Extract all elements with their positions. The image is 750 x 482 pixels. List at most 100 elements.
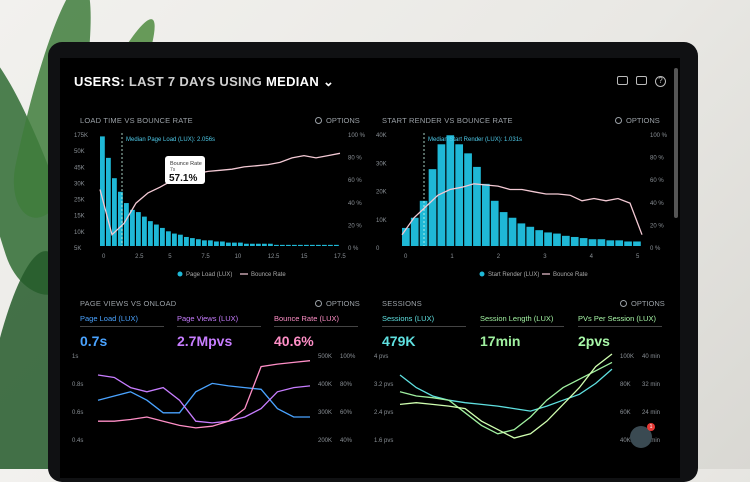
- y2-tick-label: 80 %: [348, 156, 362, 162]
- bar: [615, 240, 624, 246]
- y3-tick-label: 40%: [340, 438, 353, 444]
- y-tick-label: 1s: [72, 354, 78, 360]
- bar: [268, 243, 273, 246]
- x-tick-label: 2: [497, 254, 501, 260]
- y2-tick-label: 300K: [318, 410, 332, 416]
- y-tick-label: 40K: [376, 133, 387, 139]
- y-tick-label: 30K: [376, 161, 387, 167]
- bar: [526, 226, 535, 246]
- bar: [304, 244, 309, 246]
- bar: [172, 233, 177, 246]
- panel-title-sessions: SESSIONS: [382, 299, 422, 308]
- series-line: [98, 360, 311, 429]
- y-tick-label: 0.6s: [72, 410, 83, 416]
- kpi-pvs-per-session: PVs Per Session (LUX) 2pvs: [578, 314, 662, 349]
- bar: [148, 221, 153, 246]
- y2-tick-label: 80 %: [650, 156, 664, 162]
- series-line: [399, 353, 613, 439]
- bar: [100, 136, 105, 246]
- y2-tick-label: 20 %: [650, 223, 664, 229]
- bar: [455, 144, 464, 246]
- x-tick-label: 5: [636, 254, 640, 260]
- bar: [570, 236, 579, 246]
- tooltip-box: [165, 156, 205, 184]
- y2-tick-label: 80K: [620, 382, 631, 388]
- bar: [419, 200, 428, 246]
- bar: [446, 135, 455, 246]
- y2-tick-label: 500K: [318, 354, 332, 360]
- y2-tick-label: 40 %: [650, 201, 664, 207]
- tooltip-value: 57.1%: [169, 173, 197, 184]
- y-tick-label: 5K: [74, 246, 81, 252]
- bar: [292, 244, 297, 246]
- y2-tick-label: 0 %: [650, 246, 661, 252]
- gear-icon: [315, 117, 322, 124]
- y-tick-label: 0.4s: [72, 438, 83, 444]
- bar: [154, 224, 159, 246]
- bar: [310, 244, 315, 246]
- bar: [544, 232, 552, 246]
- scrollbar[interactable]: [674, 68, 678, 218]
- bar: [334, 244, 339, 246]
- chevron-down-icon[interactable]: ⌄: [322, 74, 335, 89]
- kpi-bounce-rate: Bounce Rate (LUX) 40.6%: [274, 314, 358, 349]
- options-button[interactable]: OPTIONS: [315, 299, 360, 308]
- median-label: Median Page Load (LUX): 2.056s: [126, 137, 215, 143]
- y2-tick-label: 40 %: [348, 201, 362, 207]
- bar: [184, 236, 189, 246]
- x-tick-label: 17.5: [334, 254, 346, 260]
- chat-button[interactable]: 1: [630, 423, 655, 448]
- y2-tick-label: 100K: [620, 354, 634, 360]
- options-button[interactable]: OPTIONS: [620, 299, 665, 308]
- bar: [232, 242, 237, 246]
- bounce-rate-line: [401, 183, 643, 236]
- y3-tick-label: 60%: [340, 410, 353, 416]
- dashboard-title[interactable]: USERS: LAST 7 DAYS USING MEDIAN ⌄: [74, 74, 335, 89]
- series-line: [97, 382, 310, 418]
- tooltip-sub: 7s: [170, 167, 176, 173]
- bar: [508, 217, 517, 246]
- y-tick-label: 50K: [74, 149, 85, 155]
- y-tick-label: 0.8s: [72, 382, 83, 388]
- x-tick-label: 1: [450, 254, 454, 260]
- series-line: [97, 374, 311, 424]
- y-tick-label: 20K: [376, 190, 387, 196]
- bar: [597, 239, 606, 246]
- y2-tick-label: 200K: [318, 438, 332, 444]
- bar: [202, 240, 207, 246]
- panel-title-start-render: START RENDER VS BOUNCE RATE: [382, 116, 513, 125]
- bar: [490, 200, 499, 246]
- panel-title-page-views: PAGE VIEWS VS ONLOAD: [80, 299, 177, 308]
- series-line: [399, 368, 613, 412]
- image-icon[interactable]: [636, 76, 647, 85]
- x-tick-label: 12.5: [268, 254, 280, 260]
- options-button[interactable]: OPTIONS: [315, 116, 360, 125]
- bar: [410, 217, 419, 246]
- bar: [473, 166, 481, 246]
- monitor-icon[interactable]: [617, 76, 628, 85]
- x-tick-label: 10: [235, 254, 242, 260]
- bar: [262, 243, 267, 246]
- y3-tick-label: 100%: [340, 354, 356, 360]
- kpi-page-views: Page Views (LUX) 2.7Mpvs: [177, 314, 261, 349]
- y-tick-label: 175K: [74, 133, 88, 139]
- panel-title-load-time: LOAD TIME VS BOUNCE RATE: [80, 116, 193, 125]
- x-tick-label: 15: [301, 254, 308, 260]
- x-tick-label: 0: [102, 254, 106, 260]
- kpi-sessions: Sessions (LUX) 479K: [382, 314, 466, 349]
- dashboard-screen: USERS: LAST 7 DAYS USING MEDIAN ⌄ ? LOAD…: [60, 58, 680, 478]
- y2-tick-label: 60K: [620, 410, 631, 416]
- x-tick-label: 7.5: [201, 254, 210, 260]
- help-icon[interactable]: ?: [655, 76, 666, 87]
- bar: [130, 209, 135, 246]
- bar: [328, 244, 333, 246]
- bar: [112, 178, 117, 246]
- y-tick-label: 3.2 pvs: [374, 382, 393, 388]
- bounce-rate-line: [99, 152, 341, 236]
- bar: [402, 227, 410, 246]
- y3-tick-label: 24 min: [642, 410, 660, 416]
- bar: [298, 244, 303, 246]
- bar: [250, 243, 255, 246]
- y-tick-label: 15K: [74, 214, 85, 220]
- options-button[interactable]: OPTIONS: [615, 116, 660, 125]
